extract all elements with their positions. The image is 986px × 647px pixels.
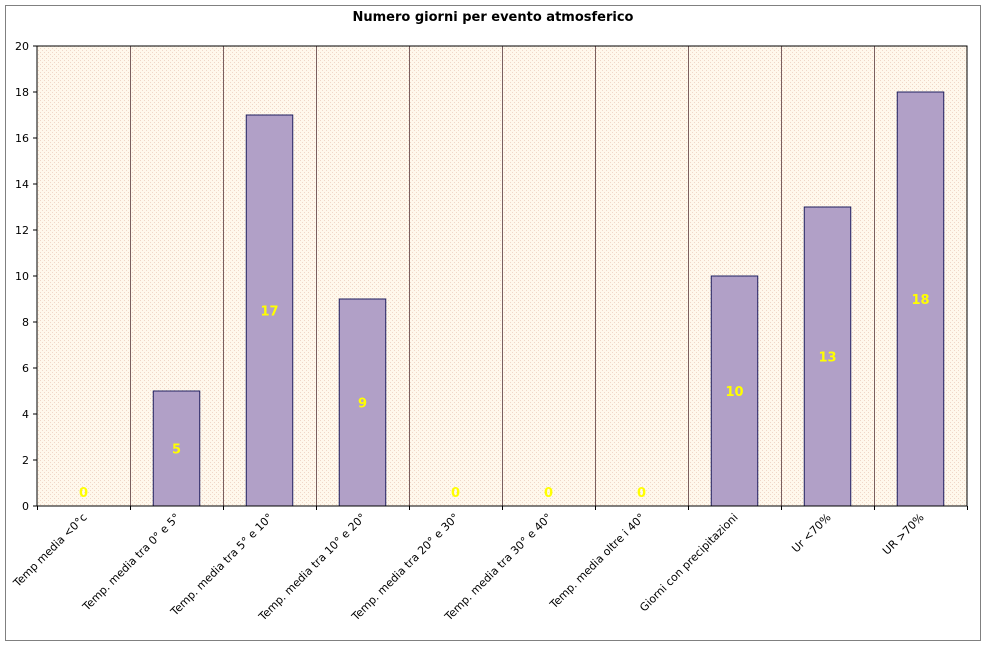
bar	[338, 298, 387, 507]
data-label: 17	[260, 305, 278, 320]
y-tick-label: 12	[15, 224, 29, 237]
data-label: 13	[818, 351, 836, 366]
y-axis-ticks: 0 2 4 6 8 10 12 14 16 18 20	[15, 40, 37, 513]
data-label: 18	[911, 293, 929, 308]
data-label: 5	[172, 443, 181, 458]
category-separators	[130, 46, 875, 506]
bar	[710, 275, 759, 507]
data-label: 0	[79, 486, 88, 501]
data-label: 10	[725, 385, 743, 400]
data-label: 0	[451, 486, 460, 501]
x-tick-label: Temp. media tra 5° e 10°	[168, 511, 276, 619]
x-tick-label: Temp. media oltre i 40°	[547, 511, 648, 612]
y-tick-label: 8	[22, 316, 29, 329]
x-tick-label: Temp. media tra 0° e 5°	[79, 511, 182, 614]
chart-title: Numero giorni per evento atmosferico	[352, 10, 634, 25]
data-label: 9	[358, 397, 367, 412]
y-tick-label: 16	[15, 132, 29, 145]
y-tick-label: 2	[22, 454, 29, 467]
bar	[896, 91, 945, 507]
data-label: 0	[637, 486, 646, 501]
x-tick-label: Temp. media tra 20° e 30°	[349, 511, 462, 624]
bar	[152, 390, 201, 507]
y-tick-label: 18	[15, 86, 29, 99]
bar	[803, 206, 852, 507]
x-tick-label: Temp. media tra 30° e 40°	[442, 511, 555, 624]
y-tick-label: 4	[22, 408, 29, 421]
y-tick-label: 10	[15, 270, 29, 283]
x-tick-label: Giorni con precipitazioni	[637, 511, 740, 614]
x-tick-label: Ur <70%	[789, 511, 833, 555]
x-tick-label: UR >70%	[880, 511, 927, 558]
data-label: 0	[544, 486, 553, 501]
y-tick-label: 6	[22, 362, 29, 375]
bars	[152, 91, 945, 507]
data-labels: 0 5 17 9 0 0 0 10 13 18	[79, 293, 930, 501]
y-tick-label: 0	[22, 500, 29, 513]
x-tick-label: Temp media <0°c	[10, 511, 89, 590]
bar	[245, 114, 294, 507]
x-tick-label: Temp. media tra 10° e 20°	[256, 511, 369, 624]
y-tick-label: 20	[15, 40, 29, 53]
y-tick-label: 14	[15, 178, 29, 191]
